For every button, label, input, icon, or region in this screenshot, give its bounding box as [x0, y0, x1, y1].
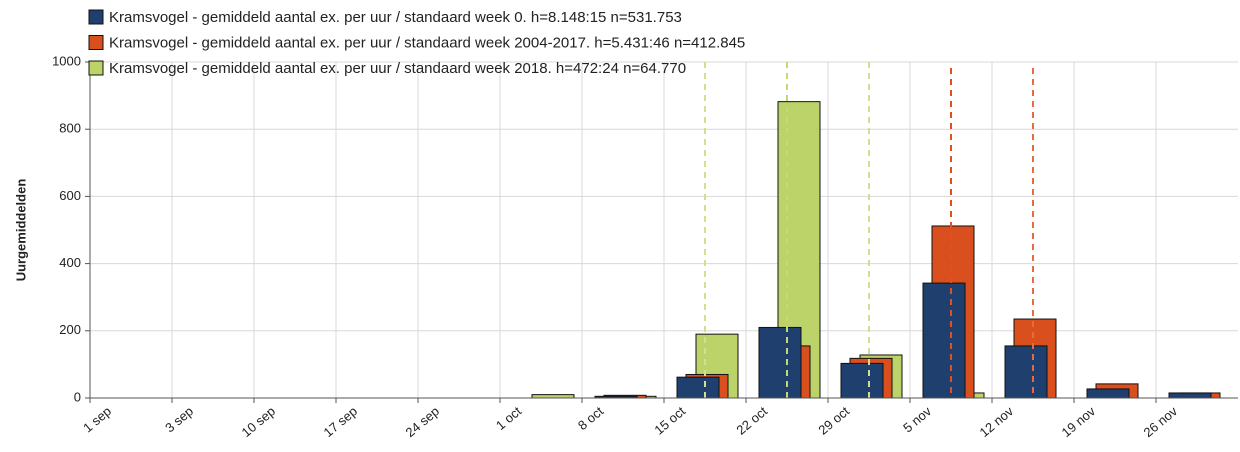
x-tick-label: 1 sep — [80, 403, 114, 435]
bar — [1004, 345, 1048, 399]
y-tick-label: 200 — [59, 322, 81, 337]
y-tick-label: 400 — [59, 255, 81, 270]
legend-label: Kramsvogel - gemiddeld aantal ex. per uu… — [109, 34, 745, 51]
x-tick-label: 22 oct — [733, 403, 770, 438]
x-tick-label: 15 oct — [651, 403, 688, 438]
x-tick-label: 26 nov — [1141, 403, 1181, 440]
grid — [90, 61, 1238, 399]
y-tick-label: 800 — [59, 121, 81, 136]
x-tick-label: 8 oct — [575, 403, 607, 433]
legend-swatch — [88, 9, 104, 25]
x-tick-label: 12 nov — [977, 403, 1017, 440]
legend-label: Kramsvogel - gemiddeld aantal ex. per uu… — [109, 60, 686, 77]
x-tick-label: 3 sep — [162, 403, 196, 435]
x-tick-label: 24 sep — [403, 403, 443, 440]
y-tick-label: 600 — [59, 188, 81, 203]
bars — [531, 101, 1221, 399]
legend: Kramsvogel - gemiddeld aantal ex. per uu… — [88, 9, 745, 77]
bar — [1168, 392, 1212, 399]
bar — [922, 282, 966, 399]
legend-label: Kramsvogel - gemiddeld aantal ex. per uu… — [109, 9, 682, 26]
x-tick-label: 19 nov — [1059, 403, 1099, 440]
bar — [676, 376, 720, 399]
axes: 0 200 400 600 800 1000 1 sep 3 sep 10 sep 17 sep 2… — [52, 53, 1238, 440]
x-tick-label: 1 oct — [493, 403, 525, 433]
bar — [758, 326, 802, 399]
y-axis-label: Uurgemiddelden — [13, 179, 28, 282]
y-tick-label: 1000 — [52, 53, 81, 68]
x-tick-label: 5 nov — [900, 403, 934, 435]
x-tick-label: 10 sep — [239, 403, 279, 440]
legend-swatch — [88, 35, 104, 50]
x-tick-label: 29 oct — [815, 403, 852, 438]
bar — [1086, 388, 1130, 399]
legend-swatch — [88, 60, 104, 76]
x-tick-label: 17 sep — [321, 403, 361, 440]
bar — [840, 362, 884, 399]
y-tick-label: 0 — [74, 389, 81, 404]
bar — [531, 394, 575, 399]
dashed-markers — [704, 62, 1034, 398]
